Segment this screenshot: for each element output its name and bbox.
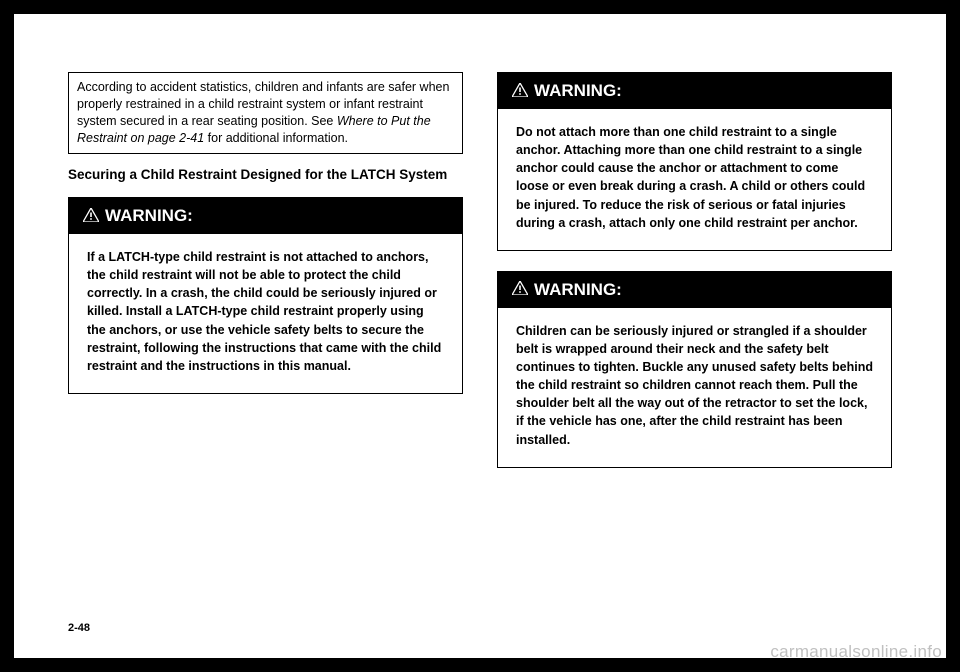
warning-label-3: WARNING:: [534, 280, 622, 300]
two-column-layout: According to accident statistics, childr…: [68, 72, 892, 602]
warning-block-2: WARNING: Do not attach more than one chi…: [497, 72, 892, 251]
warning-header-2: WARNING:: [498, 73, 891, 109]
warning-triangle-icon: [83, 208, 99, 225]
warning-header-3: WARNING:: [498, 272, 891, 308]
warning-body-3: Children can be seriously injured or str…: [498, 308, 891, 467]
warning-label-1: WARNING:: [105, 206, 193, 226]
warning-triangle-icon: [512, 83, 528, 100]
info-box: According to accident statistics, childr…: [68, 72, 463, 154]
warning-triangle-icon: [512, 281, 528, 298]
warning-header-1: WARNING:: [69, 198, 462, 234]
info-text-2: for additional information.: [204, 131, 348, 145]
warning-label-2: WARNING:: [534, 81, 622, 101]
warning-body-1: If a LATCH-type child restraint is not a…: [69, 234, 462, 393]
right-column: WARNING: Do not attach more than one chi…: [497, 72, 892, 602]
watermark: carmanualsonline.info: [770, 642, 942, 662]
warning-body-2: Do not attach more than one child restra…: [498, 109, 891, 250]
manual-page: According to accident statistics, childr…: [14, 14, 946, 658]
warning-block-1: WARNING: If a LATCH-type child restraint…: [68, 197, 463, 394]
warning-block-3: WARNING: Children can be seriously injur…: [497, 271, 892, 468]
page-number: 2-48: [68, 622, 90, 634]
left-column: According to accident statistics, childr…: [68, 72, 463, 602]
sub-heading: Securing a Child Restraint Designed for …: [68, 166, 463, 184]
